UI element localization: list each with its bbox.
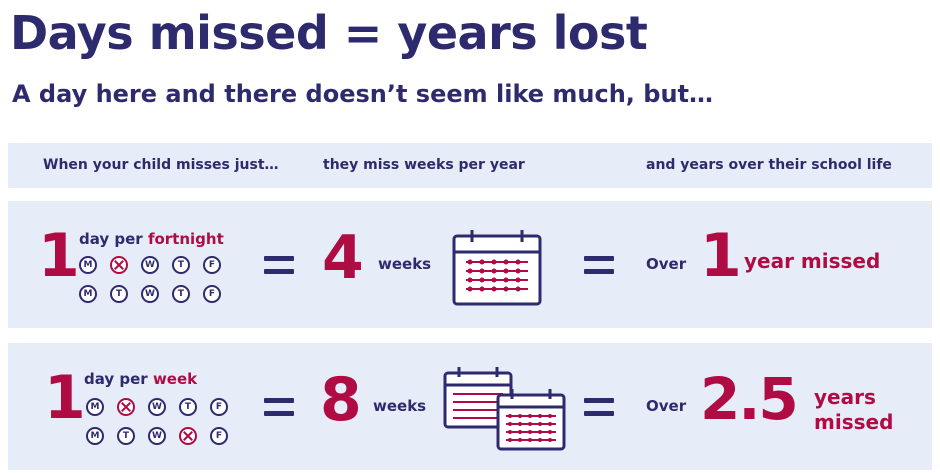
header-days-missed: When your child misses just… (43, 157, 279, 173)
equals-sign (264, 256, 294, 274)
calendar-icon (452, 230, 542, 306)
header-weeks-per-year: they miss weeks per year (323, 157, 525, 173)
label-period: fortnight (147, 230, 224, 248)
equals-sign (264, 398, 294, 416)
label-prefix: day per (79, 230, 148, 248)
day-circle: M (86, 398, 104, 416)
over-label: Over (646, 255, 687, 273)
day-circle: F (210, 398, 228, 416)
over-label: Over (646, 397, 687, 415)
day-circle: M (79, 285, 97, 303)
day-circle-missed: T (179, 427, 197, 445)
years-value: 1 (700, 221, 742, 291)
page-subtitle: A day here and there doesn’t seem like m… (12, 80, 714, 108)
day-circle: F (203, 285, 221, 303)
day-circle: T (110, 285, 128, 303)
header-years-school-life: and years over their school life (646, 157, 892, 173)
label-prefix: day per (84, 370, 153, 388)
day-circle: T (172, 285, 190, 303)
years-label-line2: missed (814, 410, 894, 434)
years-label: year missed (744, 249, 881, 273)
weeks-value: 8 (320, 365, 362, 435)
days-frequency-label: day per week (84, 370, 197, 388)
equals-sign (584, 398, 614, 416)
equals-sign (584, 256, 614, 274)
years-value: 2.5 (700, 365, 799, 433)
weeks-value: 4 (322, 223, 364, 293)
weeks-label: weeks (373, 397, 427, 415)
day-circle: T (117, 427, 135, 445)
page-title: Days missed = years lost (10, 6, 648, 60)
day-circle: T (172, 256, 190, 274)
day-circle: T (179, 398, 197, 416)
day-circle: F (210, 427, 228, 445)
day-circle: M (79, 256, 97, 274)
two-calendars-icon (443, 367, 566, 451)
day-circle: M (86, 427, 104, 445)
day-circle: F (203, 256, 221, 274)
day-circle: W (141, 256, 159, 274)
day-circle: W (148, 427, 166, 445)
years-label-line1: years (814, 385, 876, 409)
day-circle: W (148, 398, 166, 416)
days-frequency-label: day per fortnight (79, 230, 224, 248)
header-band (8, 143, 932, 188)
label-period: week (152, 370, 198, 388)
day-circle-missed: T (117, 398, 135, 416)
day-circle-missed: T (110, 256, 128, 274)
weeks-label: weeks (378, 255, 432, 273)
days-count: 1 (38, 221, 80, 291)
day-circle: W (141, 285, 159, 303)
days-count: 1 (44, 363, 86, 433)
